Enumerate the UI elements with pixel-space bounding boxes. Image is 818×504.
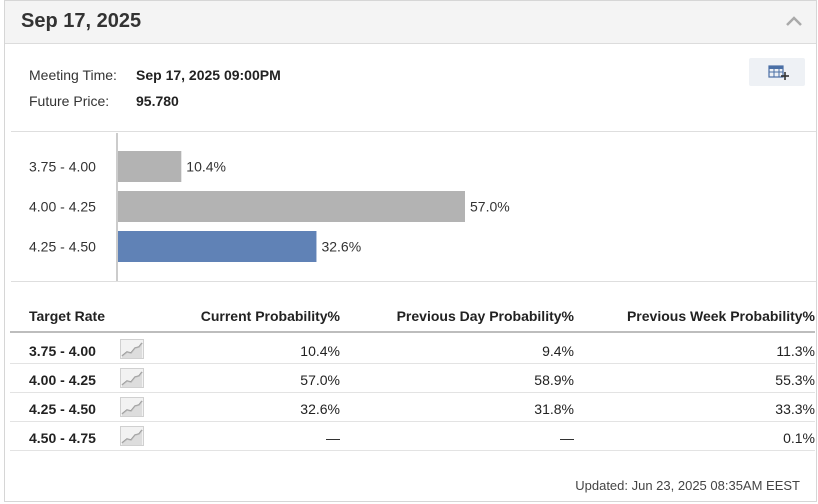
bar-value-label: 57.0% bbox=[470, 199, 510, 215]
table-row: 3.75 - 4.00 10.4% 9.4% 11.3% bbox=[10, 335, 815, 364]
table-row: 4.00 - 4.25 57.0% 58.9% 55.3% bbox=[10, 364, 815, 393]
sparkline-icon[interactable] bbox=[120, 397, 144, 417]
row-current-probability: 57.0% bbox=[300, 372, 340, 388]
meeting-time-row: Meeting Time: Sep 17, 2025 09:00PM bbox=[29, 67, 281, 83]
col-current-probability: Current Probability% bbox=[200, 308, 340, 324]
row-previous-week-probability: 11.3% bbox=[776, 343, 815, 359]
row-previous-week-probability: 55.3% bbox=[775, 372, 815, 388]
col-target-rate: Target Rate bbox=[29, 308, 105, 324]
row-previous-day-probability: 9.4% bbox=[542, 343, 574, 359]
row-target-rate: 4.50 - 4.75 bbox=[29, 430, 96, 446]
row-previous-week-probability: 0.1% bbox=[783, 430, 815, 446]
col-previous-day-probability: Previous Day Probability% bbox=[396, 308, 574, 324]
meeting-time-label: Meeting Time: bbox=[29, 67, 117, 83]
divider bbox=[11, 131, 816, 132]
sparkline-icon[interactable] bbox=[120, 426, 144, 446]
table-header: Target Rate Current Probability% Previou… bbox=[10, 301, 815, 333]
col-previous-week-probability: Previous Week Probability% bbox=[626, 308, 815, 324]
row-current-probability: 32.6% bbox=[300, 401, 340, 417]
row-target-rate: 3.75 - 4.00 bbox=[29, 343, 96, 359]
bar bbox=[118, 191, 465, 222]
panel-header: Sep 17, 2025 bbox=[5, 1, 816, 44]
row-previous-week-probability: 33.3% bbox=[775, 401, 815, 417]
future-price-value: 95.780 bbox=[136, 93, 179, 109]
probability-bar-chart: 3.75 - 4.00 10.4% 4.00 - 4.25 57.0% 4.25 - 4… bbox=[29, 133, 510, 281]
row-previous-day-probability: — bbox=[560, 430, 574, 446]
table-add-icon bbox=[768, 65, 789, 80]
table-row: 4.50 - 4.75 — — 0.1% bbox=[10, 422, 815, 451]
future-price-row: Future Price: 95.780 bbox=[29, 93, 179, 109]
category-label: 4.00 - 4.25 bbox=[29, 199, 96, 215]
table-row: 4.25 - 4.50 32.6% 31.8% 33.3% bbox=[10, 393, 815, 422]
bar bbox=[118, 151, 182, 182]
bar-value-label: 32.6% bbox=[321, 239, 361, 255]
divider bbox=[11, 281, 816, 282]
export-table-button[interactable] bbox=[749, 58, 805, 86]
sparkline-icon[interactable] bbox=[120, 339, 144, 359]
bar-value-label: 10.4% bbox=[186, 159, 226, 175]
row-target-rate: 4.25 - 4.50 bbox=[29, 401, 96, 417]
row-previous-day-probability: 58.9% bbox=[534, 372, 574, 388]
meeting-panel: Sep 17, 2025 Meeting Time: Sep 17, 2025 … bbox=[4, 0, 817, 502]
chevron-up-icon[interactable] bbox=[784, 12, 804, 32]
row-target-rate: 4.00 - 4.25 bbox=[29, 372, 96, 388]
panel-title: Sep 17, 2025 bbox=[21, 10, 142, 32]
category-label: 4.25 - 4.50 bbox=[29, 239, 96, 255]
row-current-probability: 10.4% bbox=[300, 343, 340, 359]
updated-timestamp: Updated: Jun 23, 2025 08:35AM EEST bbox=[575, 478, 800, 493]
category-label: 3.75 - 4.00 bbox=[29, 159, 96, 175]
meeting-time-value: Sep 17, 2025 09:00PM bbox=[136, 67, 281, 83]
sparkline-icon[interactable] bbox=[120, 368, 144, 388]
row-current-probability: — bbox=[326, 430, 340, 446]
future-price-label: Future Price: bbox=[29, 93, 110, 109]
row-previous-day-probability: 31.8% bbox=[534, 401, 574, 417]
bar bbox=[118, 231, 317, 262]
